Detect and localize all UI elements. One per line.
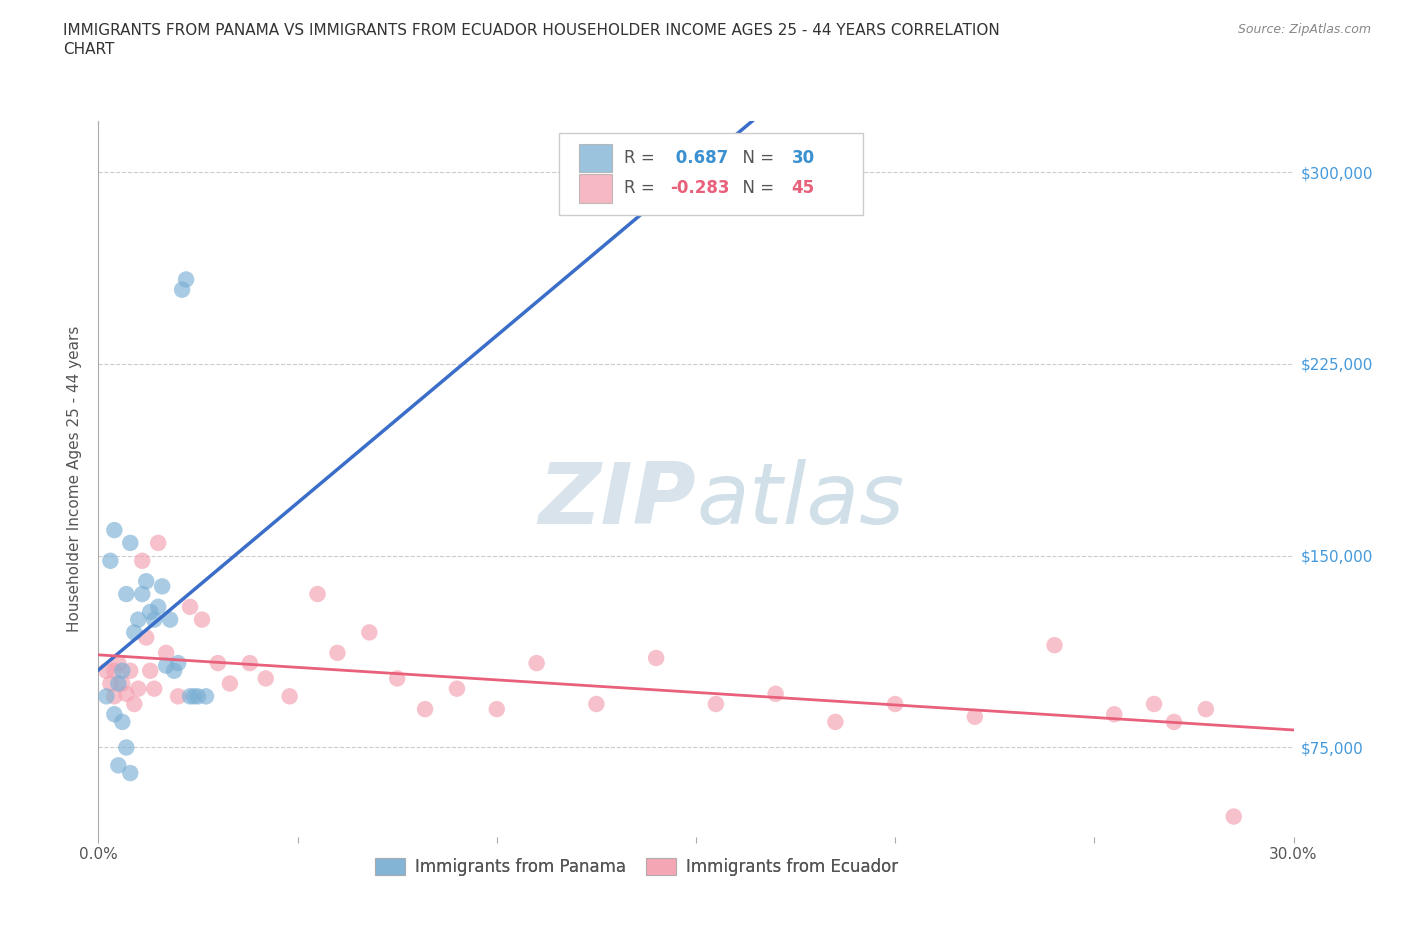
Point xyxy=(207,656,229,671)
Text: N =: N = xyxy=(733,149,779,167)
Point xyxy=(195,689,218,704)
Point xyxy=(1223,809,1246,824)
Point xyxy=(219,676,242,691)
Text: IMMIGRANTS FROM PANAMA VS IMMIGRANTS FROM ECUADOR HOUSEHOLDER INCOME AGES 25 - 4: IMMIGRANTS FROM PANAMA VS IMMIGRANTS FRO… xyxy=(63,23,1000,38)
Legend: Immigrants from Panama, Immigrants from Ecuador: Immigrants from Panama, Immigrants from … xyxy=(368,851,904,883)
Point xyxy=(159,612,181,627)
Point xyxy=(359,625,381,640)
Point xyxy=(103,689,125,704)
FancyBboxPatch shape xyxy=(579,174,613,203)
Point xyxy=(174,272,197,287)
Point xyxy=(143,681,166,696)
Text: 0.687: 0.687 xyxy=(669,149,728,167)
Point xyxy=(167,689,190,704)
Point xyxy=(127,681,149,696)
Point xyxy=(107,758,129,773)
FancyBboxPatch shape xyxy=(558,133,863,216)
Point xyxy=(167,656,190,671)
Point xyxy=(187,689,209,704)
Point xyxy=(115,686,138,701)
Point xyxy=(120,536,142,551)
Point xyxy=(96,663,118,678)
Point xyxy=(124,697,146,711)
Point xyxy=(98,553,122,568)
Point xyxy=(1104,707,1126,722)
Point xyxy=(98,676,122,691)
Point xyxy=(124,625,146,640)
Point xyxy=(585,697,607,711)
Text: ZIP: ZIP xyxy=(538,458,696,542)
Text: R =: R = xyxy=(624,179,661,197)
Point xyxy=(131,587,153,602)
FancyBboxPatch shape xyxy=(579,144,613,172)
Point xyxy=(148,536,170,551)
Point xyxy=(135,574,157,589)
Point xyxy=(111,676,134,691)
Point xyxy=(103,523,125,538)
Text: 45: 45 xyxy=(792,179,814,197)
Point xyxy=(446,681,468,696)
Point xyxy=(526,656,548,671)
Point xyxy=(96,689,118,704)
Point xyxy=(148,600,170,615)
Y-axis label: Householder Income Ages 25 - 44 years: Householder Income Ages 25 - 44 years xyxy=(67,326,83,632)
Point xyxy=(143,612,166,627)
Text: CHART: CHART xyxy=(63,42,115,57)
Point xyxy=(1143,697,1166,711)
Text: R =: R = xyxy=(624,149,661,167)
Point xyxy=(111,663,134,678)
Point xyxy=(326,645,349,660)
Point xyxy=(884,697,907,711)
Point xyxy=(704,697,727,711)
Point xyxy=(135,631,157,645)
Point xyxy=(645,651,668,666)
Point xyxy=(172,283,194,298)
Point xyxy=(120,765,142,780)
Point xyxy=(1163,714,1185,729)
Point xyxy=(413,702,436,717)
Point xyxy=(120,663,142,678)
Point xyxy=(1195,702,1218,717)
Point xyxy=(385,671,409,686)
Point xyxy=(107,676,129,691)
Point xyxy=(163,663,186,678)
Point xyxy=(155,645,177,660)
Text: N =: N = xyxy=(733,179,779,197)
Point xyxy=(139,663,162,678)
Point xyxy=(139,604,162,619)
Text: 30: 30 xyxy=(792,149,814,167)
Point xyxy=(107,656,129,671)
Point xyxy=(103,707,125,722)
Text: atlas: atlas xyxy=(696,458,904,542)
Point xyxy=(127,612,149,627)
Point xyxy=(103,663,125,678)
Point xyxy=(191,612,214,627)
Point xyxy=(963,710,986,724)
Point xyxy=(155,658,177,673)
Point xyxy=(183,689,205,704)
Point xyxy=(111,714,134,729)
Text: -0.283: -0.283 xyxy=(669,179,730,197)
Point xyxy=(307,587,329,602)
Point xyxy=(179,689,201,704)
Point xyxy=(278,689,301,704)
Point xyxy=(115,740,138,755)
Text: Source: ZipAtlas.com: Source: ZipAtlas.com xyxy=(1237,23,1371,36)
Point xyxy=(254,671,277,686)
Point xyxy=(765,686,787,701)
Point xyxy=(179,600,201,615)
Point xyxy=(1043,638,1066,653)
Point xyxy=(131,553,153,568)
Point xyxy=(150,578,173,594)
Point xyxy=(239,656,262,671)
Point xyxy=(485,702,508,717)
Point xyxy=(824,714,846,729)
Point xyxy=(115,587,138,602)
